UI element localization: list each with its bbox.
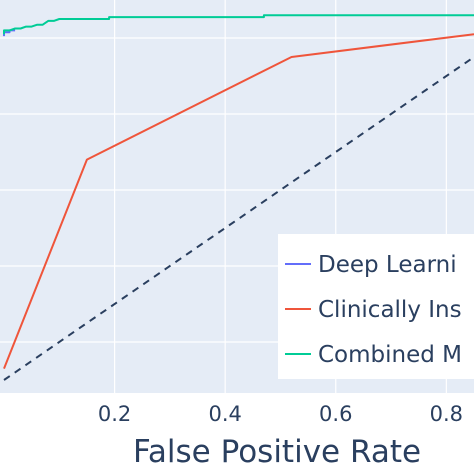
series-line-1 — [3, 33, 474, 369]
series-line-3 — [3, 56, 474, 381]
x-tick-label-3: 0.8 — [430, 402, 463, 426]
legend-label-1: Clinically Ins — [318, 297, 462, 323]
x-tick-label-1: 0.4 — [208, 402, 241, 426]
x-tick-label-0: 0.2 — [98, 402, 131, 426]
legend-label-0: Deep Learni — [318, 252, 457, 278]
x-axis-title: False Positive Rate — [133, 434, 421, 470]
grid-lines — [0, 0, 474, 393]
series-lines — [3, 14, 474, 381]
series-line-2 — [3, 14, 474, 35]
x-tick-labels: 0.2 0.4 0.6 0.8 — [98, 402, 463, 426]
legend: Deep Learni Clinically Ins Combined M — [278, 234, 474, 379]
x-tick-label-2: 0.6 — [319, 402, 352, 426]
legend-label-2: Combined M — [318, 342, 462, 368]
